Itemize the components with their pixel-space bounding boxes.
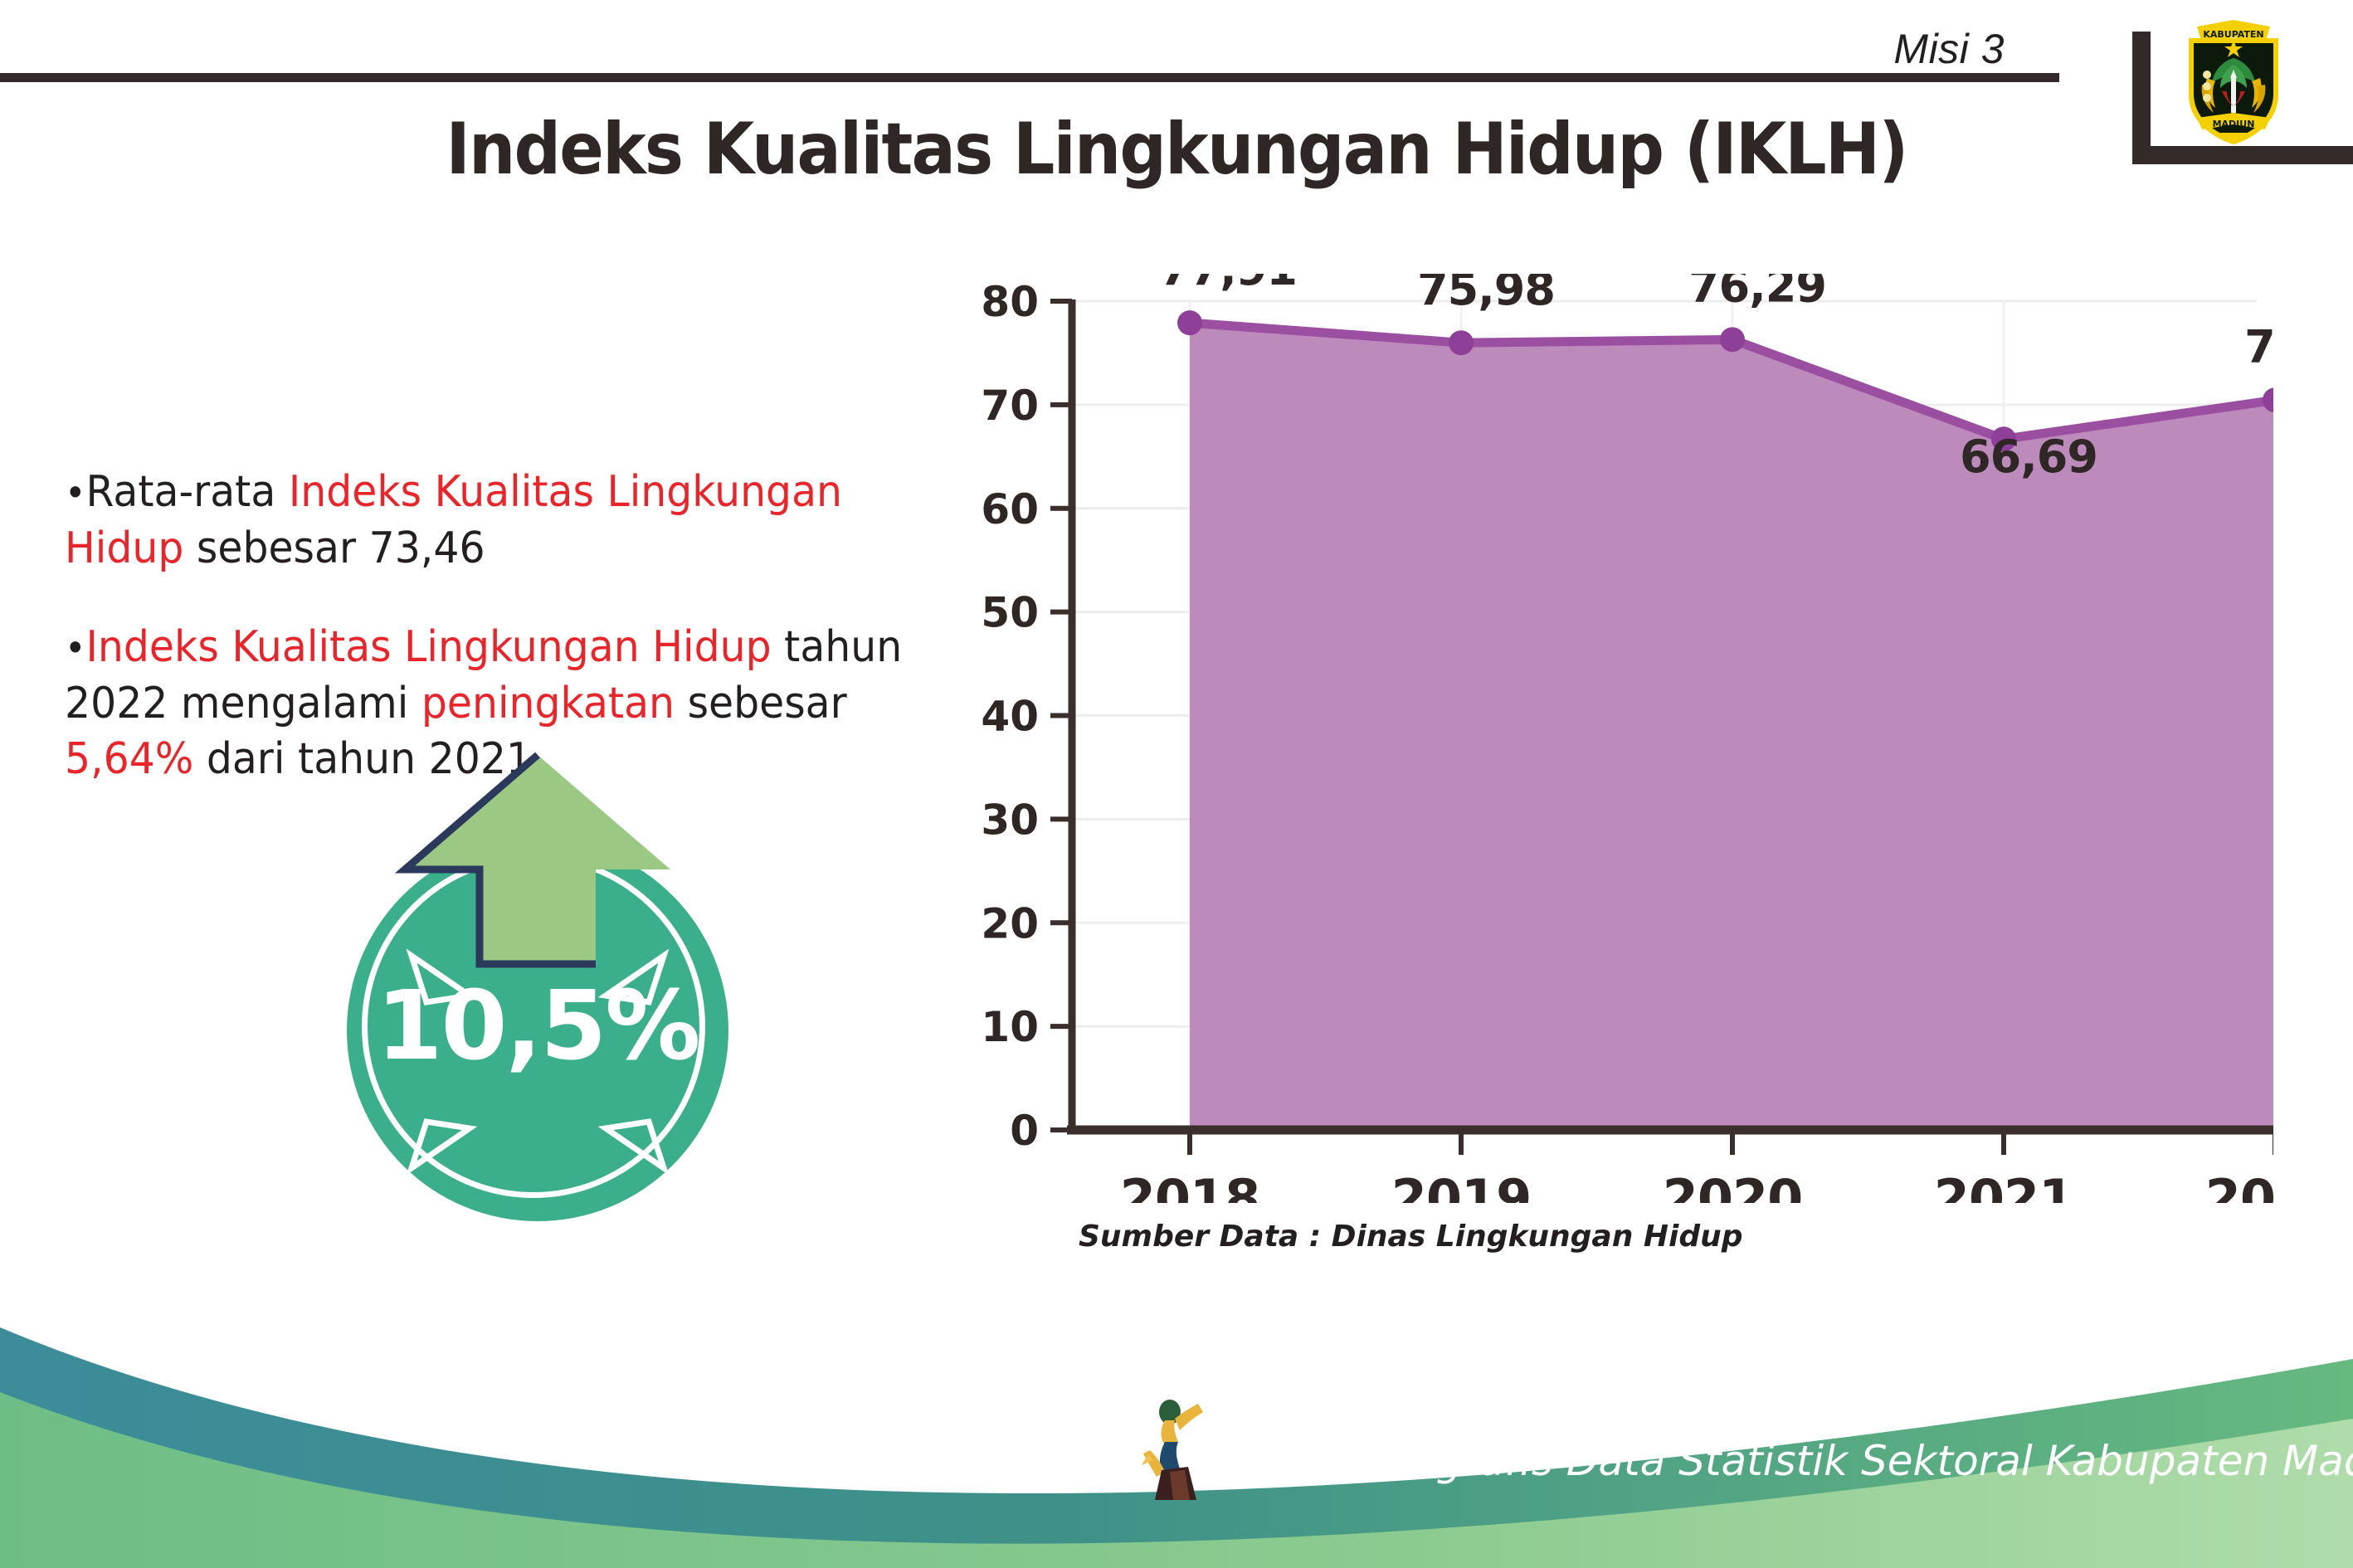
chart-data-point: [2263, 387, 2273, 413]
chart-y-tick-label: 60: [981, 485, 1039, 533]
dancer-logo-icon: [1142, 1400, 1203, 1500]
footer-banner: [0, 1294, 2353, 1568]
chart-y-tick-label: 20: [981, 899, 1039, 947]
chart-data-point: [1991, 426, 2016, 452]
bullet-text-run: dari tahun 2021: [193, 734, 533, 785]
chart-value-label: 75,98: [1417, 274, 1555, 315]
footer-caption: Media Infografis Data Statistik Sektoral…: [1220, 1437, 2353, 1485]
bullet-text-run: 5,64%: [65, 734, 194, 785]
chart-data-point: [1720, 327, 1745, 353]
bullet-text-run: sebesar 73,46: [183, 523, 485, 573]
header-corner-vertical: [2132, 32, 2151, 164]
chart-value-label: 66,69: [1960, 431, 2097, 483]
svg-text:KABUPATEN: KABUPATEN: [2203, 29, 2263, 40]
bullet-text-run: Indeks Kualitas Lingkungan Hidup: [85, 622, 772, 673]
chart-value-label: 76,29: [1688, 274, 1826, 312]
source-note: Sumber Data : Dinas Lingkungan Hidup: [1079, 1220, 1743, 1254]
page-title: Indeks Kualitas Lingkungan Hidup (IKLH): [446, 108, 1908, 191]
chart-y-tick-label: 80: [981, 278, 1039, 326]
chart-data-point: [1449, 330, 1474, 356]
chart-data-point: [1177, 310, 1202, 336]
bullet-text-run: Indeks Kualitas Lingkungan Hidup: [65, 467, 843, 573]
svg-text:MADIUN: MADIUN: [2213, 119, 2255, 129]
bullet-text-run: tahun 2022 mengalami: [65, 622, 903, 728]
chart-x-tick-label: 2020: [1663, 1168, 1803, 1203]
chart-x-tick-label: 2022: [2205, 1168, 2273, 1203]
badge-tick-marks-icon: [406, 948, 670, 1176]
chart-y-tick-label: 50: [981, 589, 1039, 637]
chart-y-tick-label: 10: [981, 1003, 1039, 1051]
chart-value-label: 70,45: [2244, 320, 2273, 373]
chart-y-tick-label: 0: [1010, 1107, 1039, 1155]
bullet-text-run: sebesar: [675, 678, 847, 728]
bullet-dot: •: [65, 626, 86, 671]
header-divider-rule: [0, 73, 2059, 82]
header-corner-horizontal: [2132, 146, 2353, 164]
increase-badge: 10,5%: [322, 747, 753, 1221]
kabupaten-madiun-logo-icon: KABUPATEN MADIUN: [2179, 15, 2288, 148]
chart-x-tick-label: 2021: [1934, 1168, 2074, 1203]
badge-percent-label: 10,5%: [376, 971, 701, 1082]
up-arrow-icon: [394, 752, 670, 968]
list-item: •Rata-rata Indeks Kualitas Lingkungan Hi…: [65, 465, 938, 577]
chart-y-tick-label: 40: [981, 693, 1039, 741]
chart-y-tick-label: 30: [981, 796, 1039, 844]
chart-value-label: 77,91: [1159, 274, 1297, 295]
chart-y-tick-label: 70: [981, 382, 1039, 430]
bullet-dot: •: [65, 470, 86, 515]
bullet-text-run: peningkatan: [421, 678, 675, 728]
misi-label: Misi 3: [1893, 26, 2005, 72]
chart-area-fill: [1190, 323, 2273, 1130]
list-item: •Indeks Kualitas Lingkungan Hidup tahun …: [65, 620, 938, 788]
bullet-text-run: Rata-rata: [85, 467, 289, 517]
chart-x-tick-label: 2019: [1391, 1168, 1532, 1203]
bullet-list: •Rata-rata Indeks Kualitas Lingkungan Hi…: [65, 465, 994, 831]
iklh-area-chart: 0 10 20 30 40 50 60 70 80 2018 2019 2020 2021 2022 77,…: [979, 274, 2273, 1203]
chart-x-tick-label: 2018: [1120, 1168, 1260, 1203]
